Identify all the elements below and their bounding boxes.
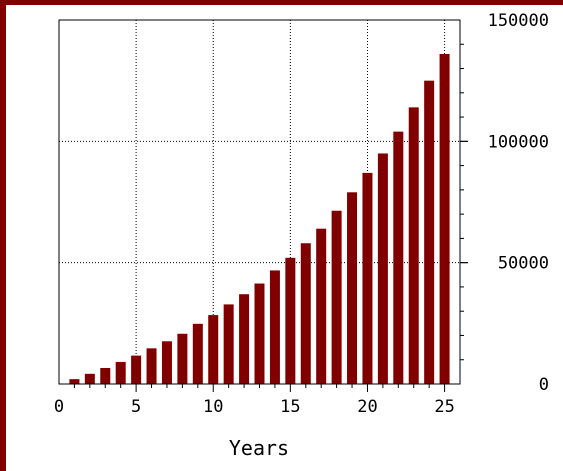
y-axis: 0 50000 100000 150000 xyxy=(460,11,549,395)
bar xyxy=(115,361,126,384)
y-tick-label: 50000 xyxy=(498,254,549,274)
bar xyxy=(208,315,219,384)
bar xyxy=(285,257,296,384)
x-tick-label: 5 xyxy=(131,397,141,417)
x-axis: 0 5 10 15 20 25 xyxy=(54,384,455,417)
y-tick-label: 150000 xyxy=(488,11,549,31)
bar xyxy=(316,228,327,384)
bar xyxy=(177,333,188,384)
bar xyxy=(300,243,311,384)
bar xyxy=(84,373,95,384)
bar xyxy=(239,294,250,384)
bar xyxy=(377,153,388,384)
y-tick-label: 100000 xyxy=(488,132,549,152)
bar xyxy=(100,367,111,384)
bar xyxy=(347,192,358,384)
bar xyxy=(393,131,404,384)
bar xyxy=(424,80,435,385)
bar xyxy=(408,107,419,385)
bar xyxy=(69,379,80,384)
bar xyxy=(146,348,157,384)
x-tick-label: 10 xyxy=(203,397,223,417)
bar xyxy=(439,53,450,385)
bar xyxy=(223,304,234,384)
x-tick-label: 15 xyxy=(280,397,300,417)
x-tick-label: 20 xyxy=(357,397,377,417)
bar xyxy=(161,341,172,384)
bar xyxy=(362,172,373,384)
bar xyxy=(254,283,265,384)
bar xyxy=(269,270,280,384)
bar xyxy=(192,323,203,384)
x-tick-label: 0 xyxy=(54,397,64,417)
x-tick-label: 25 xyxy=(434,397,454,417)
y-tick-label: 0 xyxy=(539,375,549,395)
bar xyxy=(131,355,142,384)
x-axis-title: Years xyxy=(229,436,289,460)
bars xyxy=(69,53,450,385)
bar xyxy=(331,210,342,384)
